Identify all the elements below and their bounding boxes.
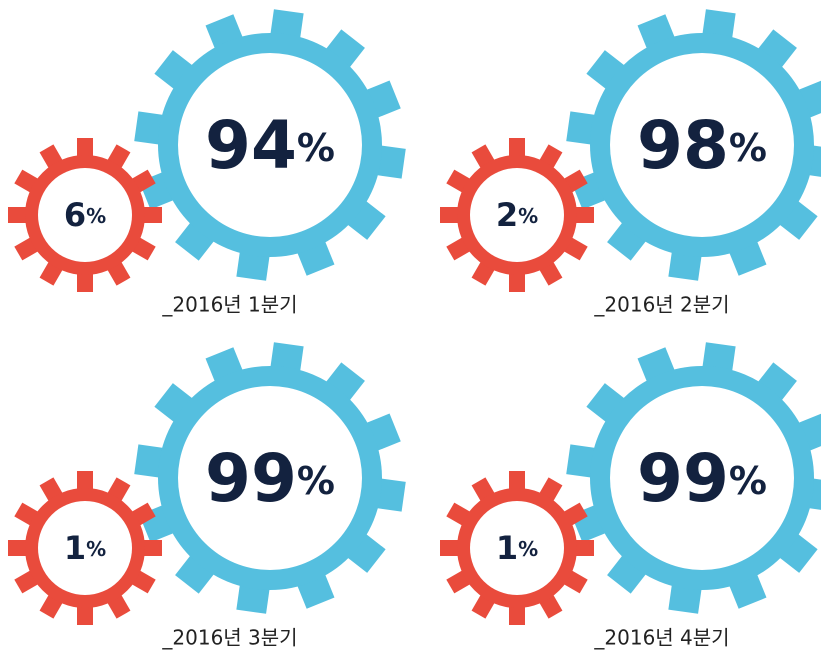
small-value: 6 — [64, 196, 86, 234]
large-value: 99 — [637, 440, 729, 517]
small-unit: % — [86, 204, 106, 228]
gear-hole — [38, 501, 132, 595]
large-percent: 99% — [637, 440, 767, 517]
small-percent: 1% — [64, 529, 106, 567]
small-percent: 6% — [64, 196, 106, 234]
period-label: _2016년 2분기 — [593, 293, 729, 317]
large-unit: % — [729, 126, 767, 170]
small-value: 1 — [496, 529, 518, 567]
small-value: 2 — [496, 196, 518, 234]
gear-hole — [470, 501, 564, 595]
large-value: 94 — [205, 107, 297, 184]
gear-hole — [178, 386, 362, 570]
small-gear — [440, 138, 594, 292]
gear-hole — [470, 168, 564, 262]
small-gear — [440, 471, 594, 625]
large-unit: % — [297, 459, 335, 503]
gear-hole — [610, 386, 794, 570]
large-unit: % — [297, 126, 335, 170]
small-percent: 2% — [496, 196, 538, 234]
small-gear — [8, 471, 162, 625]
panel: 99%1%_2016년 3분기 — [8, 342, 406, 650]
gear-hole — [38, 168, 132, 262]
panel: 94%6%_2016년 1분기 — [8, 9, 406, 317]
large-unit: % — [729, 459, 767, 503]
large-gear — [134, 9, 406, 281]
small-unit: % — [86, 537, 106, 561]
gear-hole — [178, 53, 362, 237]
small-gear — [8, 138, 162, 292]
large-value: 98 — [637, 107, 729, 184]
large-gear — [566, 342, 821, 614]
period-label: _2016년 4분기 — [593, 626, 729, 650]
large-gear — [134, 342, 406, 614]
small-percent: 1% — [496, 529, 538, 567]
large-percent: 98% — [637, 107, 767, 184]
panel: 98%2%_2016년 2분기 — [440, 9, 821, 317]
large-value: 99 — [205, 440, 297, 517]
large-percent: 94% — [205, 107, 335, 184]
panel: 99%1%_2016년 4분기 — [440, 342, 821, 650]
small-unit: % — [518, 537, 538, 561]
small-unit: % — [518, 204, 538, 228]
large-percent: 99% — [205, 440, 335, 517]
period-label: _2016년 1분기 — [161, 293, 297, 317]
small-value: 1 — [64, 529, 86, 567]
large-gear — [566, 9, 821, 281]
period-label: _2016년 3분기 — [161, 626, 297, 650]
gear-hole — [610, 53, 794, 237]
